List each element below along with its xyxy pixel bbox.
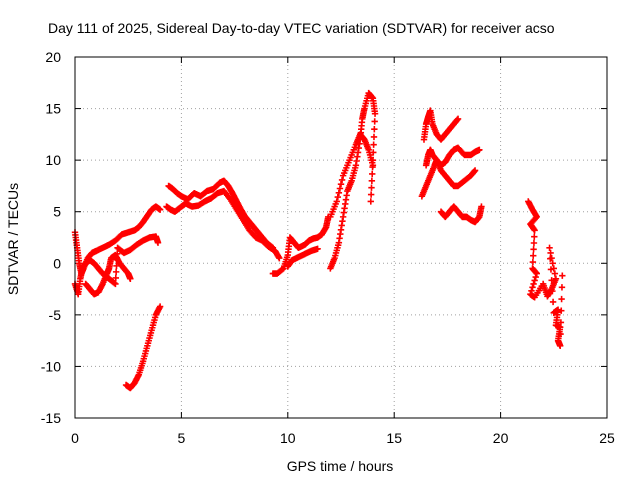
data-point (338, 176, 346, 184)
series-arc-11 (420, 107, 462, 143)
data-point (333, 198, 340, 205)
data-point (557, 319, 565, 326)
y-tick-label: 5 (53, 204, 61, 220)
y-tick-label: -10 (41, 358, 61, 374)
series-arc-15 (525, 198, 566, 349)
data-point (371, 110, 379, 117)
data-point (548, 277, 555, 284)
data-point (368, 184, 375, 191)
series-arc-12 (422, 144, 483, 169)
data-point (369, 162, 377, 169)
x-axis-label: GPS time / hours (287, 458, 394, 474)
x-tick-label: 10 (280, 430, 296, 446)
data-point (556, 342, 564, 349)
x-tick-label: 25 (599, 430, 615, 446)
data-point (154, 239, 162, 246)
data-point (471, 167, 479, 174)
series-arc-1 (71, 203, 164, 277)
series-arc-2 (71, 233, 162, 298)
data-point (530, 252, 537, 259)
y-tick-label: -5 (49, 307, 62, 323)
data-point (547, 255, 554, 262)
x-tick-label: 5 (178, 430, 186, 446)
x-tick-label: 20 (493, 430, 509, 446)
data-point (370, 141, 377, 148)
series-arc-10 (327, 131, 377, 221)
data-point (367, 191, 375, 198)
data-point (559, 272, 566, 279)
data-point (547, 249, 554, 257)
plot-frame (74, 56, 608, 419)
data-point (529, 284, 536, 291)
data-point (478, 203, 485, 210)
data-point (314, 245, 321, 253)
data-point (334, 193, 342, 201)
data-point (546, 244, 553, 252)
data-points (71, 89, 566, 392)
data-point (127, 275, 134, 282)
data-point (530, 239, 538, 247)
series-arc-7 (269, 213, 332, 277)
data-point (533, 270, 540, 277)
y-tick-label: 10 (45, 152, 61, 168)
data-point (551, 270, 559, 277)
y-axis-label: SDTVAR / TECUs (5, 183, 21, 295)
data-point (454, 115, 462, 123)
data-point (530, 280, 537, 288)
x-tick-label: 0 (71, 430, 79, 446)
series-arc-8 (284, 245, 321, 270)
grid (75, 57, 607, 418)
data-point (531, 227, 538, 234)
y-tick-label: -15 (41, 410, 61, 426)
data-point (370, 133, 378, 141)
data-point (112, 268, 120, 276)
data-point (476, 146, 483, 154)
data-point (549, 287, 556, 295)
series-arc-4 (122, 303, 164, 392)
series-arc-14 (437, 203, 485, 226)
series-arc-6 (163, 187, 283, 262)
series-arc-3 (82, 251, 134, 298)
data-point (531, 277, 538, 284)
data-point (337, 181, 345, 188)
data-point (558, 295, 565, 303)
data-point (530, 246, 537, 253)
data-point (558, 307, 565, 314)
data-point (369, 170, 376, 178)
data-point (336, 185, 344, 192)
data-point (156, 206, 164, 213)
data-point (558, 284, 566, 291)
data-point (112, 280, 119, 288)
data-point (552, 275, 560, 282)
data-point (368, 177, 376, 184)
series-arc-9 (327, 89, 379, 272)
data-point (112, 274, 119, 282)
chart-title: Day 111 of 2025, Sidereal Day-to-day VTE… (48, 20, 555, 36)
y-tick-label: 15 (45, 101, 61, 117)
x-tick-label: 15 (386, 430, 402, 446)
data-point (276, 254, 283, 262)
data-point (549, 298, 557, 306)
data-point (371, 126, 378, 133)
data-point (557, 330, 564, 338)
y-tick-label: 20 (45, 49, 61, 65)
data-point (529, 258, 537, 266)
data-point (532, 273, 539, 281)
data-point (531, 233, 538, 240)
data-point (549, 260, 556, 267)
data-point (335, 189, 343, 197)
y-tick-label: 0 (53, 255, 61, 271)
data-point (111, 279, 118, 287)
data-point (156, 303, 164, 310)
series-arc-13 (418, 156, 479, 200)
data-point (367, 198, 374, 205)
data-point (371, 118, 378, 125)
data-point (547, 266, 555, 273)
